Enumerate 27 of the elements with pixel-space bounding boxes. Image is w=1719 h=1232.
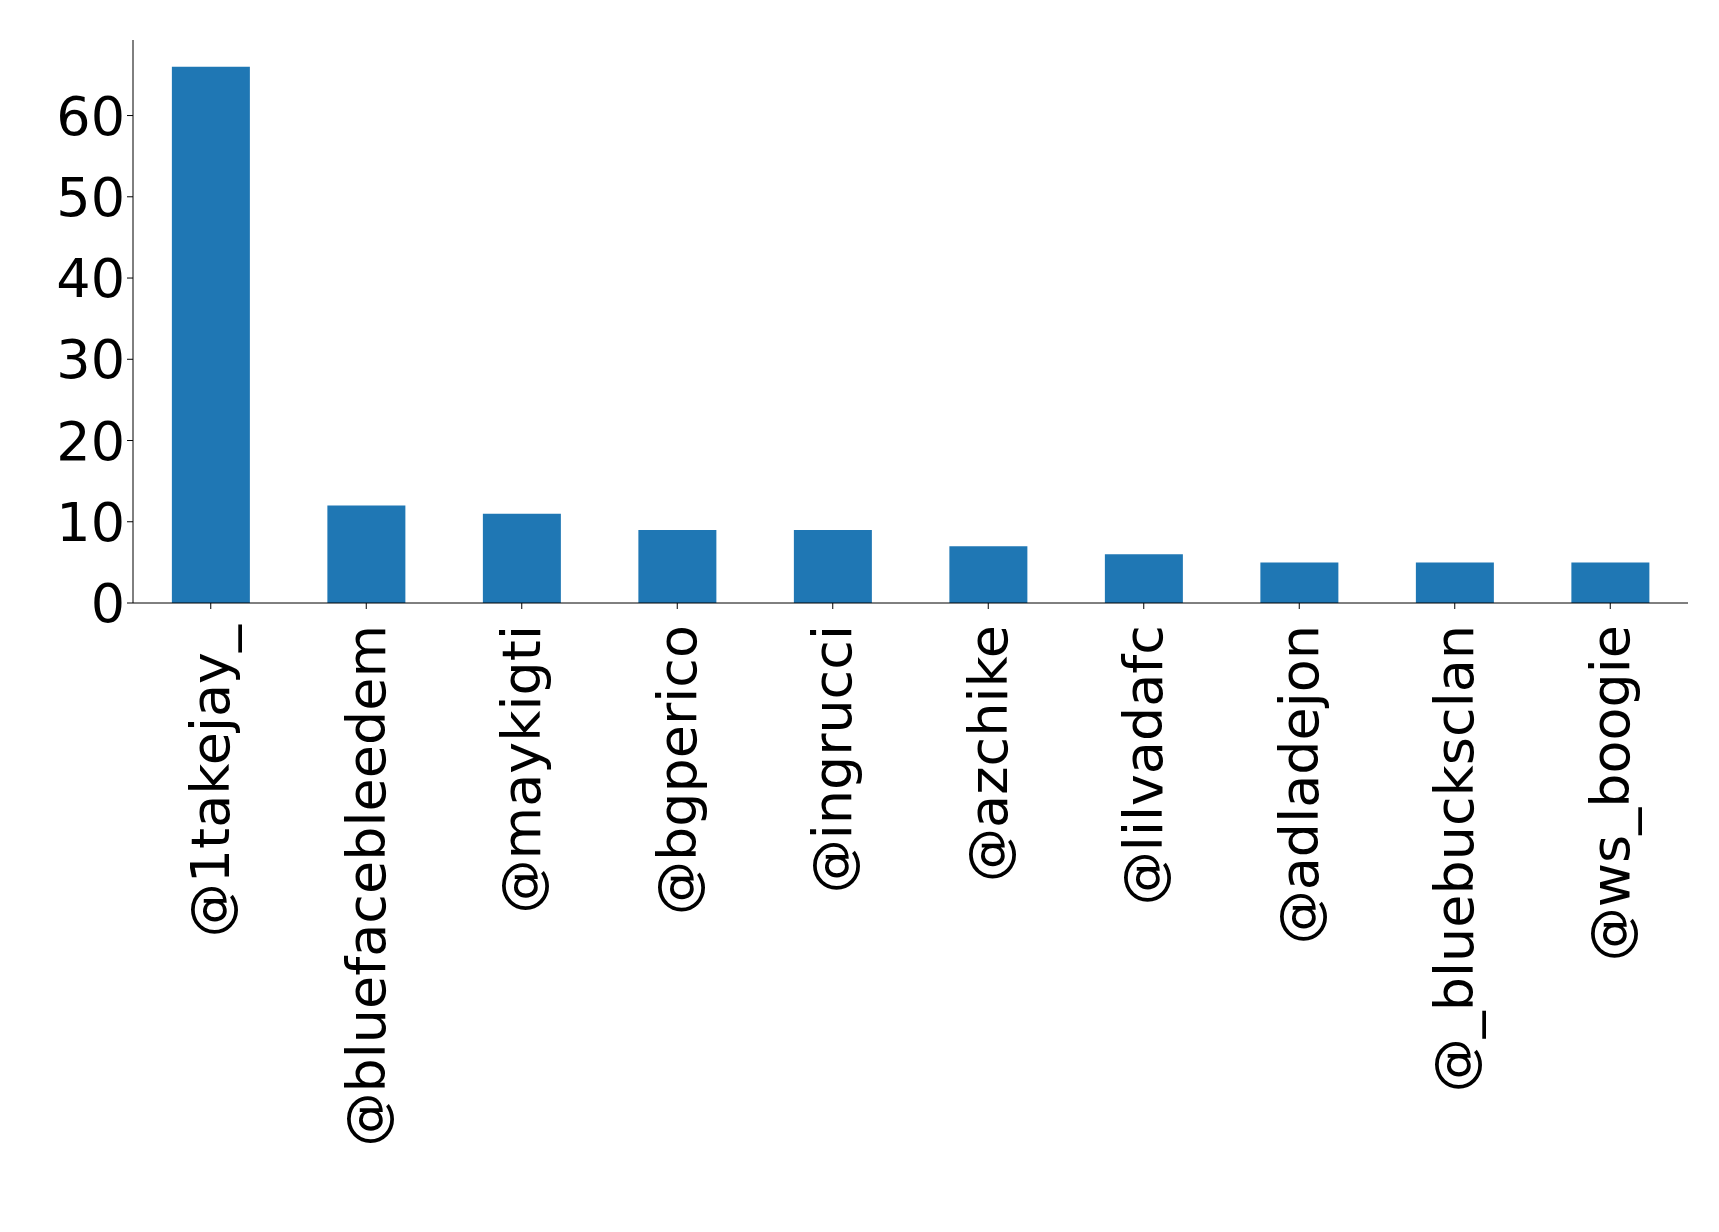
- bar: [327, 505, 406, 603]
- bar: [638, 529, 717, 603]
- x-tick-label: @adladejon: [1267, 625, 1331, 945]
- x-tick-label: @ws_boogie: [1578, 625, 1642, 962]
- x-tick-label: @azchike: [956, 625, 1020, 882]
- x-tick-label: @_bluebucksclan: [1423, 625, 1487, 1093]
- bar: [793, 529, 872, 603]
- y-tick-label: 50: [56, 165, 125, 229]
- x-tick-label: @bluefacebleedem: [334, 625, 398, 1147]
- x-tick-label: @ingrucci: [801, 625, 865, 894]
- x-tick-label: @maykigti: [490, 625, 554, 914]
- x-tick-label: @lilvadafc: [1112, 625, 1176, 906]
- bar: [949, 546, 1028, 603]
- y-tick-label: 40: [56, 247, 125, 311]
- x-tick-label: @1takejay_: [179, 624, 243, 938]
- bar: [1571, 562, 1650, 603]
- y-tick-label: 10: [56, 490, 125, 554]
- y-tick-label: 30: [56, 328, 125, 392]
- bar: [1260, 562, 1339, 603]
- bar: [482, 513, 561, 603]
- y-tick-label: 20: [56, 409, 125, 473]
- x-tick-label: @bgperico: [645, 625, 709, 915]
- y-tick-label: 0: [90, 572, 125, 636]
- bar: [171, 66, 250, 603]
- bar: [1415, 562, 1494, 603]
- y-tick-label: 60: [56, 84, 125, 148]
- bar: [1104, 554, 1183, 603]
